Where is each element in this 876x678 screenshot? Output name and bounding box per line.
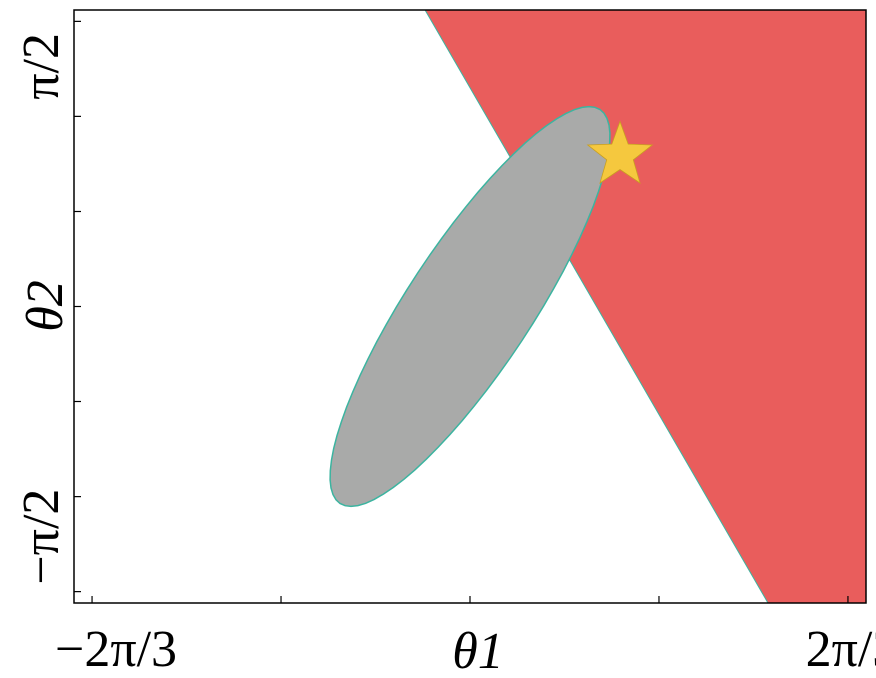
y-axis-label: θ2 — [17, 280, 74, 332]
y-tick-label: −π/2 — [13, 489, 70, 585]
x-axis-label: θ1 — [452, 623, 504, 678]
obstacle — [329, 105, 611, 508]
x-tick-label: 2π/3 — [806, 621, 876, 678]
y-tick-label: π/2 — [13, 33, 70, 100]
x-tick-label: −2π/3 — [55, 621, 177, 678]
goal-star — [586, 120, 654, 184]
